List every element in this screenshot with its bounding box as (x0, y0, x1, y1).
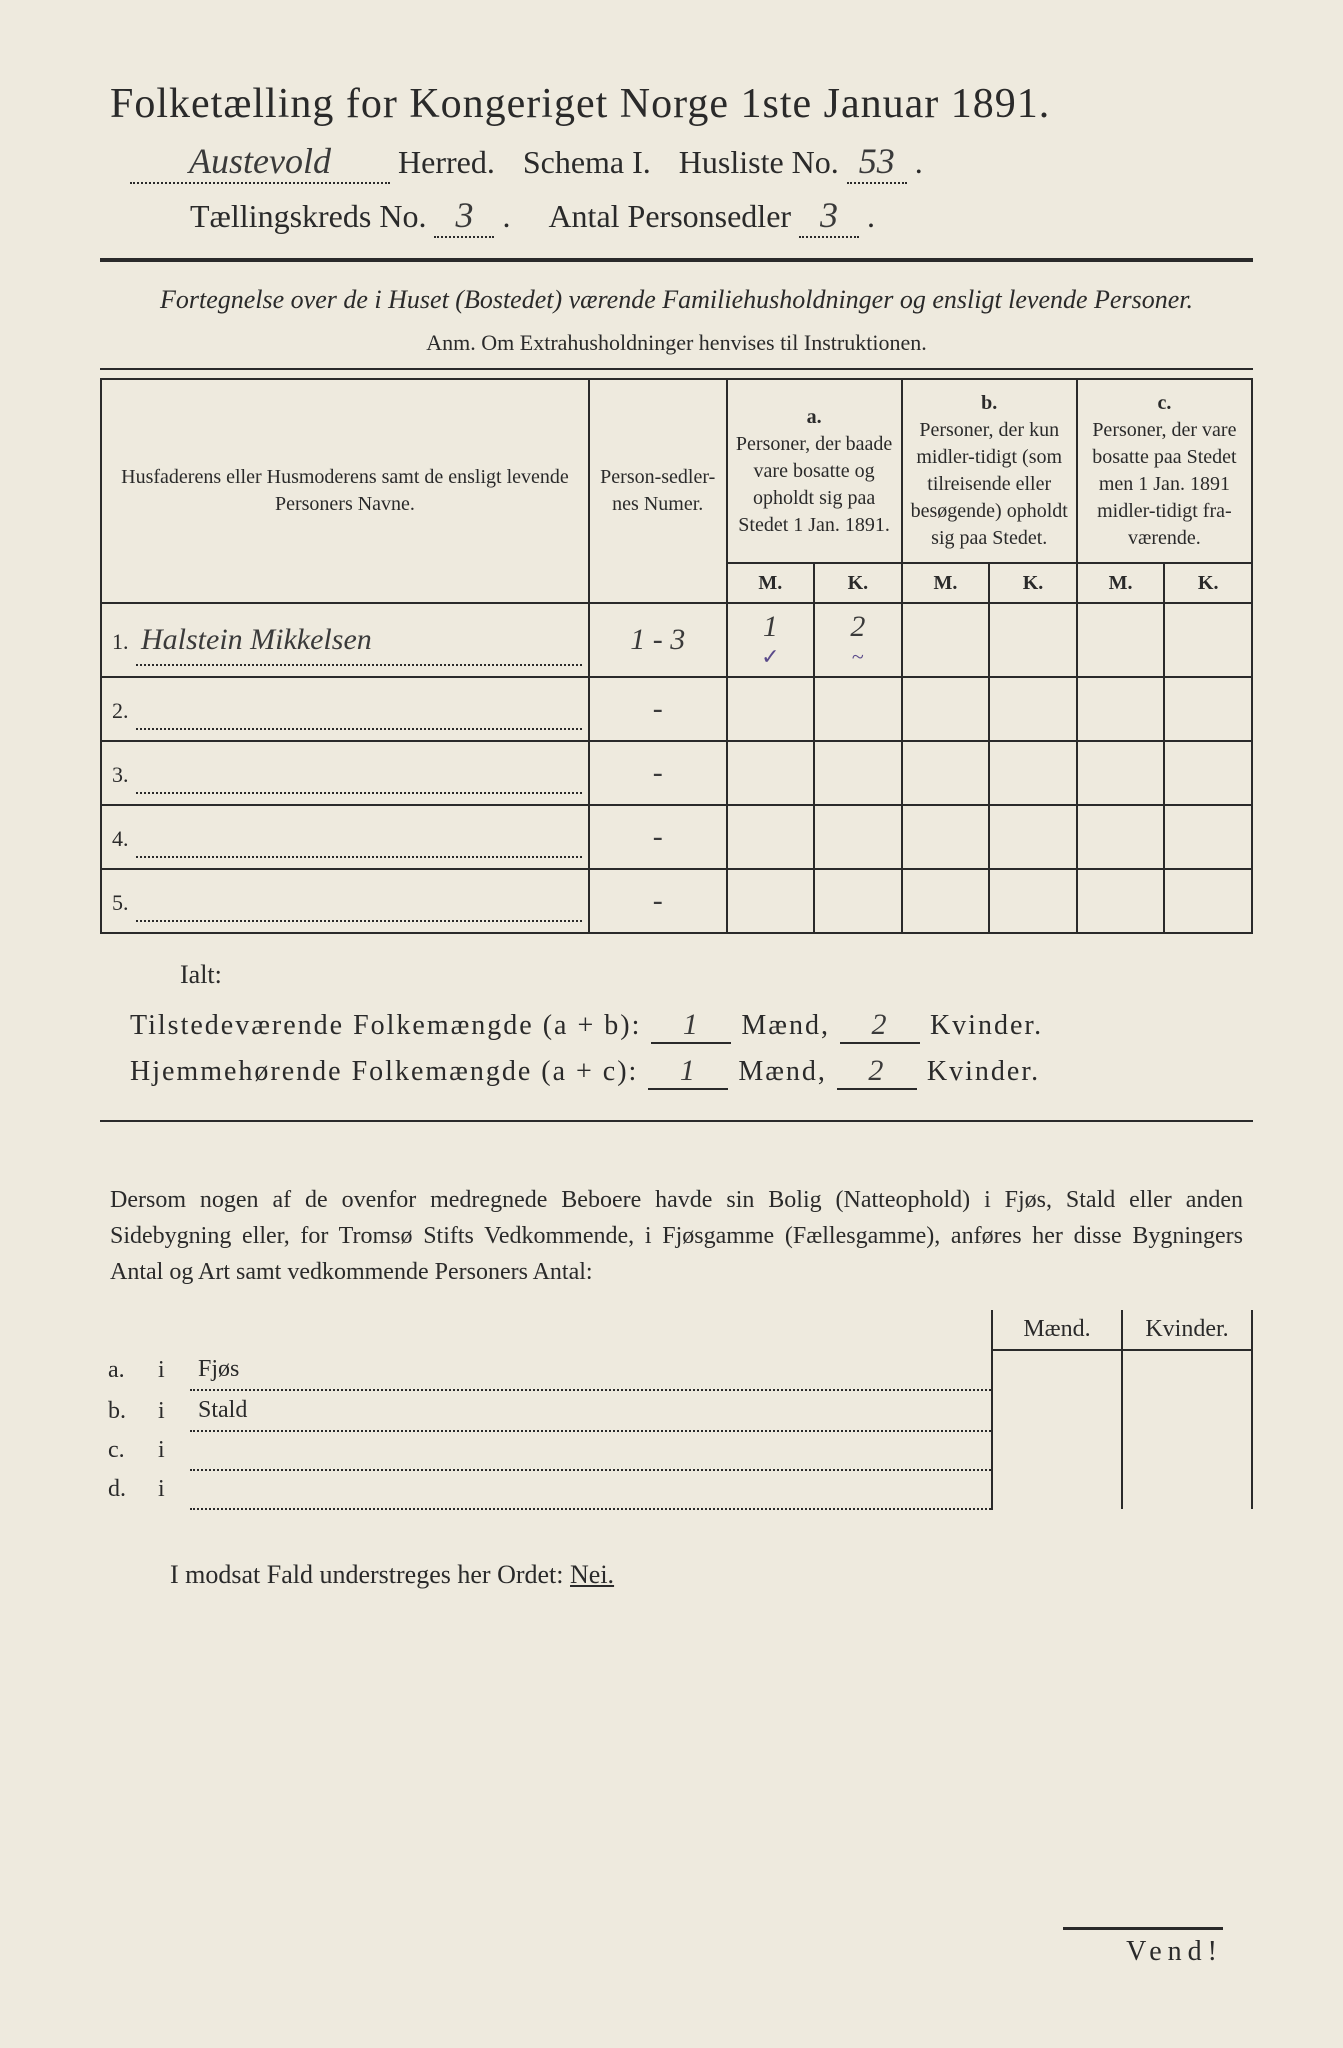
antal-label: Antal Personsedler (548, 198, 791, 235)
husliste-label: Husliste No. (679, 144, 839, 181)
anm-text: Anm. Om Extrahusholdninger henvises til … (100, 330, 1253, 356)
col-a-text: Personer, der baade vare bosatte og opho… (736, 433, 892, 536)
kreds-label: Tællingskreds No. (190, 198, 426, 235)
col-c-label: c. (1157, 392, 1171, 414)
fortegnelse-text: Fortegnelse over de i Huset (Bostedet) v… (140, 282, 1213, 318)
kreds-value: 3 (434, 194, 494, 238)
col-b-k: K. (989, 563, 1077, 603)
col-c-k: K. (1164, 563, 1252, 603)
sum2-label: Hjemmehørende Folkemængde (a + c): (130, 1056, 638, 1088)
col-c-m: M. (1077, 563, 1165, 603)
main-table: Husfaderens eller Husmoderens samt de en… (100, 378, 1253, 934)
col-b: b. Personer, der kun midler-tidigt (som … (902, 379, 1077, 563)
bolig-table: Mænd. Kvinder. a.iFjøsb.iStaldc.id.i (100, 1310, 1253, 1510)
table-row: 5. - (101, 869, 1252, 933)
herred-line: Austevold Herred. Schema I. Husliste No.… (100, 140, 1253, 184)
sum-line-2: Hjemmehørende Folkemængde (a + c): 1 Mæn… (130, 1054, 1253, 1090)
herred-label: Herred. (398, 144, 495, 181)
bolig-maend: Mænd. (992, 1310, 1122, 1350)
vend-label: Vend! (1063, 1927, 1223, 1968)
sum1-k: 2 (840, 1008, 920, 1044)
antal-value: 3 (799, 194, 859, 238)
table-row: 2. - (101, 677, 1252, 741)
sum2-k: 2 (837, 1054, 917, 1090)
bolig-kvinder: Kvinder. (1122, 1310, 1252, 1350)
page-title: Folketælling for Kongeriget Norge 1ste J… (100, 80, 1253, 128)
kvinder-label: Kvinder. (927, 1056, 1040, 1088)
divider (100, 258, 1253, 262)
modsat-line: I modsat Fald understreges her Ordet: Ne… (170, 1560, 1253, 1590)
table-row: 3. - (101, 741, 1252, 805)
col-a: a. Personer, der baade vare bosatte og o… (727, 379, 902, 563)
divider (100, 1120, 1253, 1122)
nei-text: Nei. (570, 1560, 614, 1589)
maend-label: Mænd, (741, 1010, 830, 1042)
bolig-row: c.i (100, 1431, 1252, 1470)
modsat-text: I modsat Fald understreges her Ordet: (170, 1560, 564, 1589)
col-c-text: Personer, der vare bosatte paa Stedet me… (1092, 419, 1236, 549)
maend-label: Mænd, (738, 1056, 827, 1088)
table-row: 4. - (101, 805, 1252, 869)
herred-value: Austevold (130, 140, 390, 184)
sum1-label: Tilstedeværende Folkemængde (a + b): (130, 1010, 641, 1042)
table-row: 1. Halstein Mikkelsen1 - 31✓2~ (101, 603, 1252, 677)
col-numer: Person-sedler-nes Numer. (589, 379, 727, 603)
schema-label: Schema I. (523, 144, 651, 181)
sum-line-1: Tilstedeværende Folkemængde (a + b): 1 M… (130, 1008, 1253, 1044)
col-a-label: a. (807, 406, 822, 428)
kreds-line: Tællingskreds No. 3. Antal Personsedler … (100, 194, 1253, 238)
col-a-m: M. (727, 563, 815, 603)
dersom-text: Dersom nogen af de ovenfor medregnede Be… (110, 1182, 1243, 1290)
bolig-row: a.iFjøs (100, 1350, 1252, 1390)
sum2-m: 1 (648, 1054, 728, 1090)
col-b-m: M. (902, 563, 990, 603)
col-b-label: b. (981, 392, 997, 414)
bolig-row: b.iStald (100, 1390, 1252, 1431)
sum1-m: 1 (651, 1008, 731, 1044)
bolig-row: d.i (100, 1470, 1252, 1509)
col-b-text: Personer, der kun midler-tidigt (som til… (911, 419, 1068, 549)
kvinder-label: Kvinder. (930, 1010, 1043, 1042)
col-name: Husfaderens eller Husmoderens samt de en… (101, 379, 589, 603)
col-c: c. Personer, der vare bosatte paa Stedet… (1077, 379, 1252, 563)
ialt-label: Ialt: (180, 960, 1253, 990)
col-a-k: K. (814, 563, 902, 603)
divider (100, 368, 1253, 370)
husliste-value: 53 (847, 140, 907, 184)
